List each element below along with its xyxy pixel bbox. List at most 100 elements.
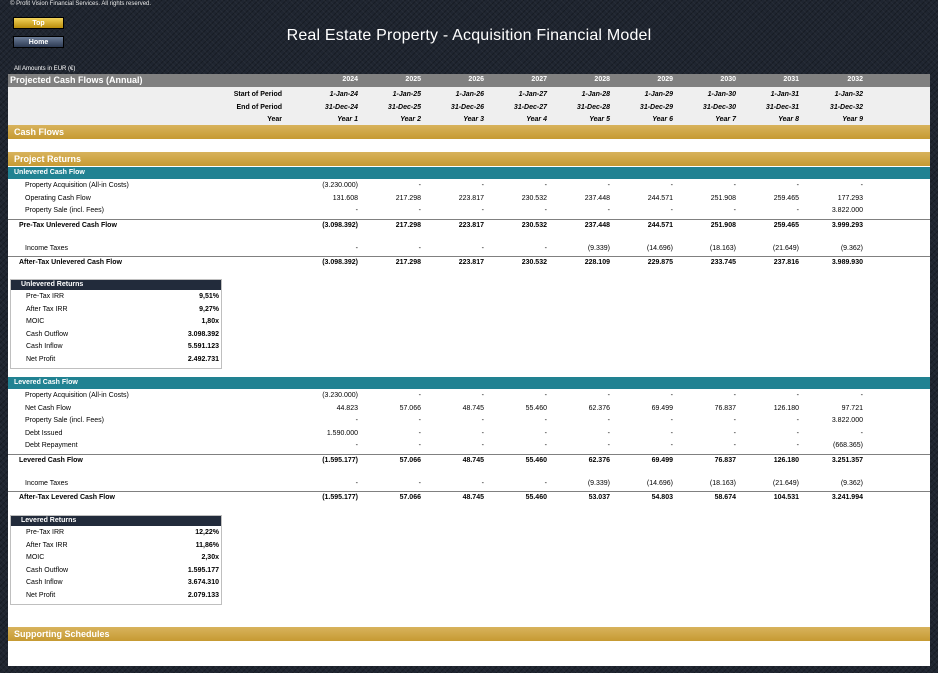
levered_returns-row: MOIC 2,30x bbox=[11, 552, 221, 565]
table-header-row: Projected Cash Flows (Annual) 2024 2025 202… bbox=[8, 74, 930, 87]
year-header: 2027 bbox=[531, 76, 547, 83]
line-item-value: 69.499 bbox=[651, 404, 673, 412]
aftertax-value: (1.595.177) bbox=[322, 493, 358, 501]
taxes-value: (9.362) bbox=[840, 479, 863, 487]
pretax-value: 126.180 bbox=[773, 456, 799, 464]
pretax-label: Pre-Tax Unlevered Cash Flow bbox=[19, 221, 117, 229]
pretax-value: (1.595.177) bbox=[322, 456, 358, 464]
line-item-value: 76.837 bbox=[714, 404, 736, 412]
taxes-value: (18.163) bbox=[709, 479, 736, 487]
line-item-value: 223.817 bbox=[458, 194, 484, 202]
taxes-value: - bbox=[418, 479, 421, 487]
line-item-value: - bbox=[733, 417, 736, 424]
metric-value: 3.674.310 bbox=[187, 579, 219, 586]
aftertax-label: After-Tax Levered Cash Flow bbox=[19, 493, 115, 501]
end-date: 31-Dec-32 bbox=[829, 104, 863, 111]
line-item-value: - bbox=[607, 392, 610, 399]
pretax-value: (3.098.392) bbox=[322, 221, 358, 229]
project-returns-section-label: Project Returns bbox=[14, 154, 82, 164]
line-item-label: Operating Cash Flow bbox=[25, 194, 91, 202]
cash-flows-section-label: Cash Flows bbox=[14, 127, 65, 137]
pretax-value: 251.908 bbox=[710, 221, 736, 229]
line-item-value: 57.066 bbox=[399, 404, 421, 412]
year-number: Year 5 bbox=[589, 116, 610, 123]
line-item-value: 55.460 bbox=[525, 404, 547, 412]
start-date: 1-Jan-32 bbox=[834, 91, 863, 98]
start-date: 1-Jan-29 bbox=[644, 91, 673, 98]
unlevered-row: Operating Cash Flow 131.608 217.298 223.817… bbox=[8, 193, 930, 205]
line-item-value: 177.293 bbox=[837, 194, 863, 202]
line-item-value: - bbox=[544, 417, 547, 424]
aftertax-value: 104.531 bbox=[773, 493, 799, 501]
end-date: 31-Dec-26 bbox=[450, 104, 484, 111]
year-number: Year 1 bbox=[337, 116, 358, 123]
aftertax-value: 48.745 bbox=[462, 493, 484, 501]
pretax-value: 237.448 bbox=[584, 221, 610, 229]
metric-label: Pre-Tax IRR bbox=[26, 293, 65, 300]
year-number: Year 3 bbox=[463, 116, 484, 123]
levered_returns-box: Levered Returns Pre-Tax IRR 12,22% After Ta… bbox=[10, 515, 222, 605]
start-date: 1-Jan-31 bbox=[770, 91, 799, 98]
year-number: Year 8 bbox=[778, 116, 799, 123]
metric-value: 2.492.731 bbox=[187, 355, 219, 363]
year-header: 2029 bbox=[657, 76, 673, 83]
taxes-value: (9.339) bbox=[587, 244, 610, 252]
aftertax-value: 223.817 bbox=[458, 258, 484, 266]
line-item-value: - bbox=[355, 207, 358, 214]
year-header: 2030 bbox=[720, 76, 736, 83]
levered_returns-row: After Tax IRR 11,86% bbox=[11, 540, 221, 553]
taxes-value: - bbox=[544, 479, 547, 487]
taxes-value: (21.649) bbox=[772, 479, 799, 487]
line-item-value: - bbox=[607, 442, 610, 449]
line-item-value: 3.822.000 bbox=[831, 207, 863, 214]
unlevered-row: Property Acquisition (All-in Costs) (3.23… bbox=[8, 180, 930, 192]
levered-row: Net Cash Flow 44.823 57.066 48.745 55.460 62.… bbox=[8, 403, 930, 415]
metric-value: 11,86% bbox=[195, 541, 219, 549]
unlevered-taxes-row: Income Taxes - - - - (9.339) (14.696) (18.163) (… bbox=[8, 243, 930, 255]
aftertax-value: 57.066 bbox=[399, 493, 421, 501]
metric-label: MOIC bbox=[26, 318, 45, 325]
line-item-value: - bbox=[481, 417, 484, 424]
taxes-value: (14.696) bbox=[646, 479, 673, 487]
taxes-value: - bbox=[418, 244, 421, 252]
project-returns-section: Project Returns bbox=[8, 152, 930, 166]
year-row: Year Year 1 Year 2 Year 3 Year 4 Year 5 Year 6… bbox=[8, 114, 930, 126]
pretax-value: 76.837 bbox=[714, 456, 736, 464]
metric-label: Cash Inflow bbox=[26, 343, 63, 350]
aftertax-value: 217.298 bbox=[395, 258, 421, 266]
line-item-value: 3.822.000 bbox=[831, 417, 863, 424]
aftertax-label: After-Tax Unlevered Cash Flow bbox=[19, 258, 122, 266]
end-date: 31-Dec-24 bbox=[324, 104, 358, 111]
pretax-value: 62.376 bbox=[588, 456, 610, 464]
pretax-value: 55.460 bbox=[525, 456, 547, 464]
line-item-value: - bbox=[796, 429, 799, 437]
copyright-notice: © Profit Vision Financial Services. All … bbox=[10, 1, 152, 7]
line-item-value: - bbox=[418, 429, 421, 437]
year-header: 2025 bbox=[405, 76, 421, 83]
line-item-value: - bbox=[418, 207, 421, 214]
unlevered_returns-row: Pre-Tax IRR 9,51% bbox=[11, 291, 221, 304]
pretax-label: Levered Cash Flow bbox=[19, 456, 83, 464]
line-item-value: - bbox=[796, 182, 799, 189]
line-item-value: - bbox=[670, 207, 673, 214]
top-button[interactable]: Top bbox=[13, 17, 64, 29]
end-period-label: End of Period bbox=[236, 104, 283, 111]
line-item-value: - bbox=[355, 417, 358, 424]
taxes-value: - bbox=[355, 244, 358, 252]
line-item-value: 126.180 bbox=[773, 404, 799, 412]
line-item-label: Debt Issued bbox=[25, 429, 63, 437]
line-item-value: (3.230.000) bbox=[322, 392, 358, 399]
line-item-label: Property Acquisition (All-in Costs) bbox=[25, 392, 129, 399]
line-item-value: - bbox=[481, 207, 484, 214]
unlevered-aftertax-row: After-Tax Unlevered Cash Flow (3.098.392)… bbox=[8, 255, 930, 269]
levered-heading-bar: Levered Cash Flow bbox=[8, 377, 930, 389]
end-date: 31-Dec-25 bbox=[387, 104, 421, 111]
metric-value: 1,80x bbox=[201, 318, 219, 325]
unlevered_returns-row: Cash Outflow 3.098.392 bbox=[11, 329, 221, 342]
aftertax-value: (3.098.392) bbox=[322, 258, 358, 266]
line-item-value: - bbox=[544, 442, 547, 449]
unlevered_returns-row: MOIC 1,80x bbox=[11, 316, 221, 329]
end-date: 31-Dec-28 bbox=[576, 104, 610, 111]
taxes-value: - bbox=[481, 479, 484, 487]
home-button[interactable]: Home bbox=[13, 36, 64, 48]
